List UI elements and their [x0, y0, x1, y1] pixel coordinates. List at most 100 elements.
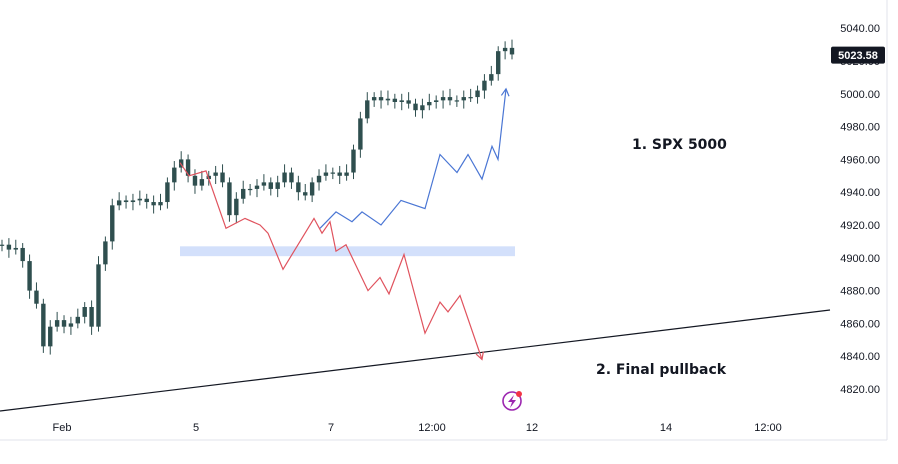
- y-tick-label: 4960.00: [840, 154, 880, 166]
- candle-body: [261, 182, 267, 186]
- y-tick-label: 4920.00: [840, 220, 880, 232]
- candle-body: [227, 182, 232, 216]
- candle-body: [116, 200, 122, 206]
- y-tick-label: 4880.00: [840, 286, 880, 298]
- y-tick-label: 4980.00: [840, 122, 880, 134]
- candle-body: [144, 198, 149, 203]
- candle-body: [185, 159, 191, 176]
- candle-body: [41, 303, 46, 347]
- y-tick-label: 4900.00: [840, 253, 880, 265]
- candle-body: [20, 247, 25, 262]
- candle-body: [316, 175, 322, 183]
- candle-body: [344, 172, 349, 176]
- candle-body: [351, 149, 356, 173]
- candle-body: [199, 179, 205, 186]
- candle-body: [54, 320, 60, 327]
- y-tick-label: 5000.00: [840, 89, 880, 101]
- notification-dot: [516, 391, 522, 397]
- lightning-icon[interactable]: [502, 391, 522, 411]
- candle-body: [309, 182, 315, 196]
- candle-body: [378, 97, 384, 101]
- trendline: [0, 309, 831, 412]
- candle-body: [509, 47, 515, 55]
- candle-body: [234, 198, 239, 216]
- candle-body: [165, 182, 170, 203]
- candle-body: [303, 192, 308, 196]
- y-tick-label: 4860.00: [840, 318, 880, 330]
- down-path: [179, 162, 483, 360]
- candle-body: [475, 90, 480, 98]
- candle-body: [392, 98, 398, 102]
- candle-body: [68, 323, 74, 327]
- y-tick-label: 4940.00: [840, 187, 880, 199]
- last-price-label: 5023.58: [838, 50, 878, 62]
- candle-body: [371, 97, 377, 101]
- candle-body: [158, 202, 163, 206]
- candle-body: [268, 182, 273, 189]
- x-tick-label: 7: [328, 422, 334, 434]
- candle-body: [454, 100, 460, 102]
- candle-body: [130, 200, 136, 203]
- x-tick-label: 12:00: [418, 422, 446, 434]
- candle-body: [220, 172, 225, 183]
- candle-body: [96, 264, 101, 327]
- candle-body: [0, 244, 5, 246]
- x-tick-label: Feb: [53, 422, 72, 434]
- y-tick-label: 5040.00: [840, 23, 880, 35]
- candle-body: [413, 103, 418, 111]
- candle-body: [192, 175, 198, 186]
- candle-body: [151, 202, 156, 206]
- last-price-badge: 5023.58: [831, 46, 885, 64]
- candle-body: [358, 118, 363, 150]
- candle-body: [103, 241, 108, 265]
- candle-body: [282, 172, 287, 183]
- candle-body: [440, 97, 446, 101]
- candle-body: [323, 172, 329, 176]
- candle-body: [496, 51, 501, 75]
- candle-body: [420, 105, 425, 111]
- candle-body: [399, 100, 404, 102]
- x-tick-label: 12: [526, 422, 538, 434]
- candle-body: [241, 188, 246, 199]
- support-zone: [180, 246, 515, 257]
- candle-body: [254, 185, 260, 189]
- candle-body: [433, 100, 439, 102]
- candle-body: [13, 247, 18, 250]
- candle-body: [489, 74, 494, 81]
- candle-body: [337, 172, 342, 176]
- candle-body: [137, 198, 143, 201]
- candle-body: [172, 167, 177, 183]
- candle-body: [75, 316, 81, 324]
- candle-body: [275, 182, 280, 189]
- candle-body: [61, 320, 67, 327]
- up-path: [319, 88, 507, 229]
- pullback-annotation: 2. Final pullback: [596, 362, 727, 378]
- candle-body: [468, 97, 473, 99]
- candle-body: [213, 172, 218, 176]
- x-tick-label: 12:00: [754, 422, 782, 434]
- candle-body: [406, 100, 411, 104]
- candle-body: [247, 188, 253, 191]
- candle-body: [296, 182, 301, 193]
- candle-body: [6, 244, 12, 250]
- x-tick-label: 5: [193, 422, 199, 434]
- candle-body: [89, 307, 94, 327]
- candle-body: [330, 172, 336, 174]
- candle-body: [110, 205, 115, 242]
- candle-body: [482, 80, 487, 91]
- down-path-arrowhead: [475, 351, 484, 361]
- candle-body: [385, 98, 391, 101]
- candle-body: [34, 290, 39, 304]
- candle-body: [365, 100, 370, 119]
- candle-body: [27, 261, 32, 291]
- target-annotation: 1. SPX 5000: [632, 137, 727, 153]
- candle-body: [502, 47, 508, 52]
- candle-body: [447, 97, 453, 101]
- candle-body: [289, 172, 294, 183]
- x-tick-label: 14: [660, 422, 672, 434]
- candle-body: [123, 200, 129, 203]
- candle-body: [461, 97, 466, 101]
- candle-body: [48, 326, 53, 347]
- y-tick-label: 4820.00: [840, 384, 880, 396]
